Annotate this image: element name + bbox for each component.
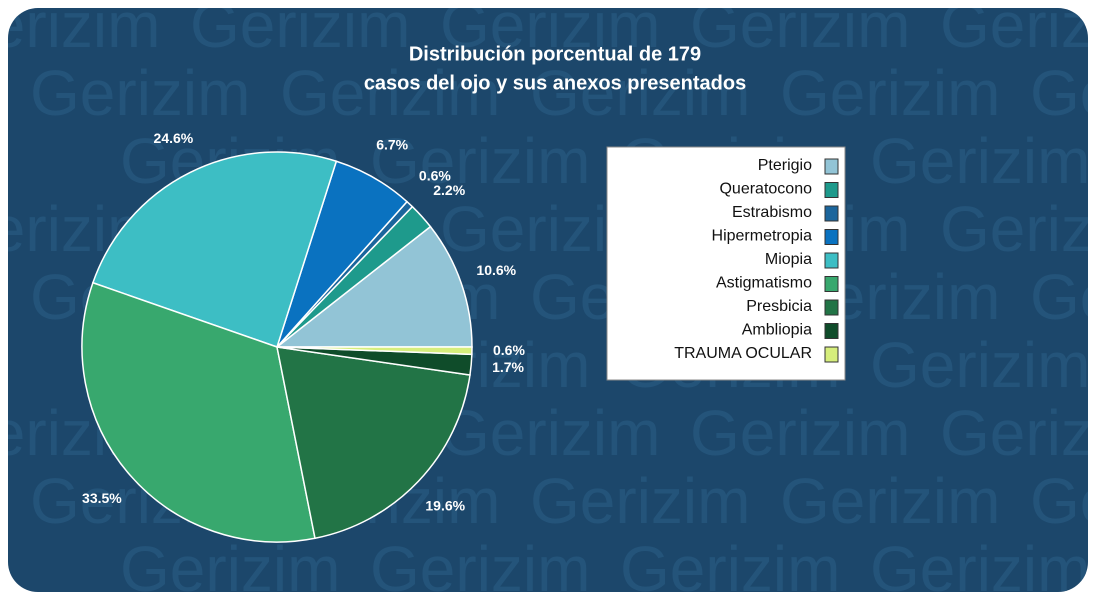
pie-slice (274, 225, 473, 348)
data-label: 1.7% (492, 359, 524, 375)
legend-label: Astigmatismo (716, 275, 812, 292)
legend-label: Pterigio (758, 157, 812, 174)
legend-label: Queratocono (719, 181, 812, 198)
watermark: Gerizim (620, 533, 840, 597)
watermark: Gerizim (940, 0, 1094, 61)
data-label: 0.6% (493, 342, 525, 358)
chart-title: Distribución porcentual de 179 (409, 43, 701, 65)
legend-swatch (824, 276, 839, 292)
watermark: Gerizim (780, 57, 1000, 129)
watermark: Gerizim (370, 125, 590, 197)
watermark: Gerizim (280, 57, 500, 129)
legend-label: TRAUMA OCULAR (674, 345, 812, 362)
data-label: 33.5% (82, 490, 122, 506)
watermark: Gerizim (940, 397, 1094, 469)
legend-swatch (824, 323, 839, 339)
pie-slice (276, 346, 471, 540)
watermark: Gerizim (690, 397, 910, 469)
watermark: Gerizim (120, 533, 340, 597)
pie-slice (91, 151, 338, 348)
data-label: 2.2% (433, 182, 465, 198)
legend-box (606, 146, 846, 381)
watermark: Gerizim (870, 533, 1090, 597)
legend-swatch (824, 252, 839, 269)
watermark: Gerizim (190, 0, 410, 61)
legend-label: Hipermetropia (712, 228, 813, 245)
legend-label: Presbicia (746, 298, 812, 315)
data-label: 24.6% (154, 130, 194, 146)
pie-slice (276, 346, 473, 356)
legend-swatch (824, 205, 839, 222)
legend-label: Estrabismo (732, 204, 812, 221)
legend-label: Ambliopia (742, 322, 812, 339)
data-label: 0.6% (419, 168, 451, 184)
watermark: Gerizim (30, 57, 250, 129)
watermark: Gerizim (1030, 261, 1094, 333)
legend-label: Miopia (765, 251, 812, 268)
watermark: Gerizim (1030, 57, 1094, 129)
watermark: Gerizim (690, 0, 910, 61)
watermark: Gerizim (440, 0, 660, 61)
legend-swatch (824, 182, 839, 198)
data-label: 10.6% (476, 262, 516, 278)
legend-swatch (824, 346, 839, 363)
pie-slice (81, 281, 316, 543)
watermark: Gerizim (0, 0, 160, 61)
data-label: 19.6% (425, 497, 465, 513)
watermark: Gerizim (780, 465, 1000, 537)
watermark: Gerizim (870, 125, 1090, 197)
watermark: Gerizim (530, 57, 750, 129)
legend-swatch (824, 158, 839, 175)
legend-swatch (824, 229, 839, 245)
data-label: 6.7% (376, 136, 408, 152)
watermark: Gerizim (530, 465, 750, 537)
watermark: Gerizim (1030, 465, 1094, 537)
legend-swatch (824, 299, 839, 316)
watermark: Gerizim (370, 533, 590, 597)
chart-title: casos del ojo y sus anexos presentados (364, 72, 746, 94)
watermark: Gerizim (940, 193, 1094, 265)
watermark: Gerizim (870, 329, 1090, 401)
watermark: Gerizim (440, 397, 660, 469)
